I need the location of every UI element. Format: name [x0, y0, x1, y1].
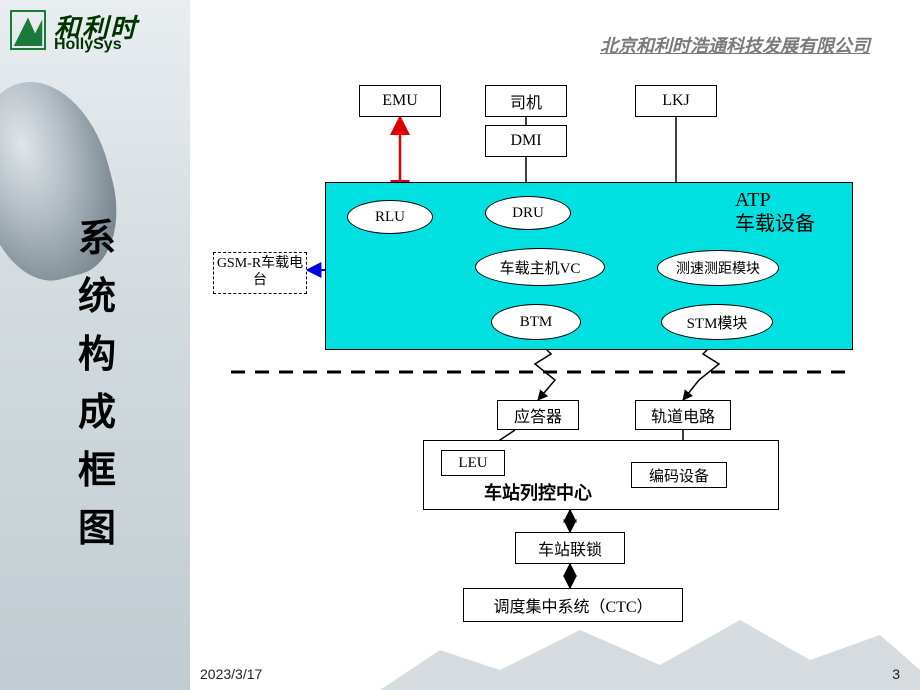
- box-emu: EMU: [359, 85, 441, 117]
- station-center-label: 车站列控中心: [484, 479, 592, 505]
- side-title-text: 系统构成框图: [78, 218, 116, 550]
- footer-date: 2023/3/17: [200, 666, 262, 682]
- ell-rlu: RLU: [347, 200, 433, 234]
- logo-mark-icon: [10, 10, 46, 50]
- box-responder: 应答器: [497, 400, 579, 430]
- connectors: [195, 70, 915, 670]
- atp-label: ATP 车载设备: [735, 188, 815, 236]
- ell-dru: DRU: [485, 196, 571, 230]
- logo: 和利时 HollySys: [10, 8, 180, 56]
- diagram-area: EMU 司机 LKJ DMI GSM-R车载电台 ATP 车载设备 RLU DR…: [195, 70, 915, 670]
- ell-vc: 车载主机VC: [475, 248, 605, 286]
- box-lkj: LKJ: [635, 85, 717, 117]
- atp-title2: 车载设备: [735, 213, 815, 235]
- ell-stm: STM模块: [661, 304, 773, 340]
- ell-speed: 测速测距模块: [657, 250, 779, 286]
- footer-page: 3: [892, 666, 900, 682]
- box-interlock: 车站联锁: [515, 532, 625, 564]
- box-encoder: 编码设备: [631, 462, 727, 488]
- ell-btm: BTM: [491, 304, 581, 340]
- box-gsmr: GSM-R车载电台: [213, 252, 307, 294]
- atp-title1: ATP: [735, 189, 771, 211]
- box-ctc: 调度集中系统（CTC）: [463, 588, 683, 622]
- logo-en-text: HollySys: [54, 36, 122, 54]
- box-track: 轨道电路: [635, 400, 731, 430]
- sidebar: 和利时 HollySys 系统构成框图: [0, 0, 190, 690]
- side-title: 系统构成框图: [78, 210, 118, 558]
- company-name: 北京和利时浩通科技发展有限公司: [600, 32, 870, 58]
- box-leu: LEU: [441, 450, 505, 476]
- box-dmi: DMI: [485, 125, 567, 157]
- box-driver: 司机: [485, 85, 567, 117]
